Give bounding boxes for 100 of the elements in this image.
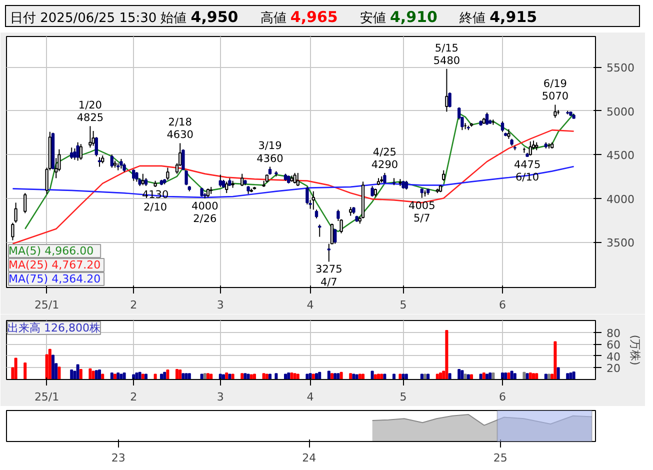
candlestick	[76, 142, 80, 162]
bar	[203, 373, 206, 380]
bar	[231, 374, 234, 380]
x-tick-label: 3	[216, 390, 224, 404]
bar	[101, 374, 104, 380]
bar	[51, 354, 55, 380]
candlestick	[370, 186, 374, 198]
bar	[370, 370, 374, 380]
bar	[265, 374, 268, 380]
bar	[361, 374, 365, 380]
bar	[98, 370, 102, 380]
bar	[544, 374, 548, 380]
bar	[206, 373, 210, 380]
series-label: MA(25) 4,767.20	[8, 258, 101, 272]
bar	[532, 373, 536, 380]
x-tick-label: 2	[130, 298, 138, 312]
bar	[466, 374, 470, 380]
annotation: 5/15 5480	[433, 42, 460, 67]
bar	[182, 373, 185, 380]
x-tick-label: 23	[111, 452, 126, 464]
candlestick	[312, 190, 315, 210]
annotation: 1/20 4825	[76, 100, 104, 124]
bar	[470, 374, 474, 380]
bar	[268, 374, 272, 380]
text: MA(5) 4,966.00	[8, 244, 94, 258]
candlestick	[507, 128, 510, 140]
bar	[228, 374, 232, 380]
bar	[138, 372, 142, 380]
bar	[246, 374, 250, 380]
bar	[14, 358, 18, 380]
bar	[492, 372, 495, 380]
bar	[154, 374, 157, 380]
bar	[376, 374, 380, 380]
bar	[535, 373, 538, 380]
bar	[380, 374, 384, 380]
candlestick	[120, 158, 123, 170]
bar	[252, 374, 256, 380]
y-tick-label: 60	[606, 338, 620, 352]
bar	[175, 368, 179, 380]
bar	[262, 373, 266, 380]
annotation: 2/18 4630	[166, 116, 194, 142]
bar	[166, 370, 170, 380]
x-tick-label: 6	[499, 390, 506, 404]
annotation: 3/19 4360	[256, 140, 284, 165]
candlestick	[24, 192, 27, 214]
line-series	[24, 112, 574, 232]
text: 高値 4,965	[260, 8, 338, 26]
bar	[306, 374, 309, 380]
bar	[210, 374, 213, 380]
bar	[464, 374, 467, 380]
annotation: 4005 5/7	[408, 200, 436, 224]
candlestick	[70, 147, 74, 160]
bar	[488, 372, 492, 380]
bar	[572, 372, 576, 380]
bar	[314, 373, 318, 380]
bar	[312, 374, 315, 380]
bar	[113, 374, 117, 380]
bar	[327, 370, 330, 380]
bar	[287, 372, 290, 380]
candlestick	[296, 172, 300, 187]
candlestick	[79, 144, 82, 160]
candlestick	[110, 154, 114, 168]
bar	[178, 370, 182, 380]
bar	[58, 366, 61, 380]
bar	[250, 374, 253, 380]
bar	[566, 373, 570, 380]
bar	[122, 372, 126, 380]
x-tick-label: 25	[493, 452, 508, 464]
candlestick	[293, 172, 296, 184]
chart-title: 出来高 126,800株	[8, 322, 100, 334]
bar	[479, 374, 482, 380]
bar	[458, 368, 461, 380]
bar	[188, 373, 191, 380]
bar	[423, 374, 427, 380]
bar	[392, 374, 396, 380]
candlestick	[500, 120, 504, 132]
candlestick	[92, 130, 95, 146]
bar	[460, 370, 464, 380]
candlestick	[14, 202, 18, 224]
bar	[92, 370, 95, 380]
bar	[404, 374, 408, 380]
bar	[340, 372, 343, 380]
bar	[513, 373, 516, 380]
x-tick-label: 6	[499, 298, 506, 312]
x-tick-label: 2	[130, 390, 138, 404]
candlestick	[135, 172, 138, 182]
bar	[358, 374, 362, 380]
candlestick	[383, 172, 386, 184]
bar	[240, 373, 244, 380]
bar	[24, 362, 27, 380]
bar	[336, 373, 340, 380]
candlestick	[240, 173, 244, 187]
text: 終値 4,915	[459, 8, 538, 26]
bar	[330, 373, 334, 380]
x-tick-label: 5	[400, 390, 407, 404]
y-tick-label: 40	[606, 350, 620, 364]
bar	[374, 374, 377, 380]
bar	[141, 374, 144, 380]
y-tick-label: 4000	[606, 192, 634, 206]
bar	[547, 374, 551, 380]
